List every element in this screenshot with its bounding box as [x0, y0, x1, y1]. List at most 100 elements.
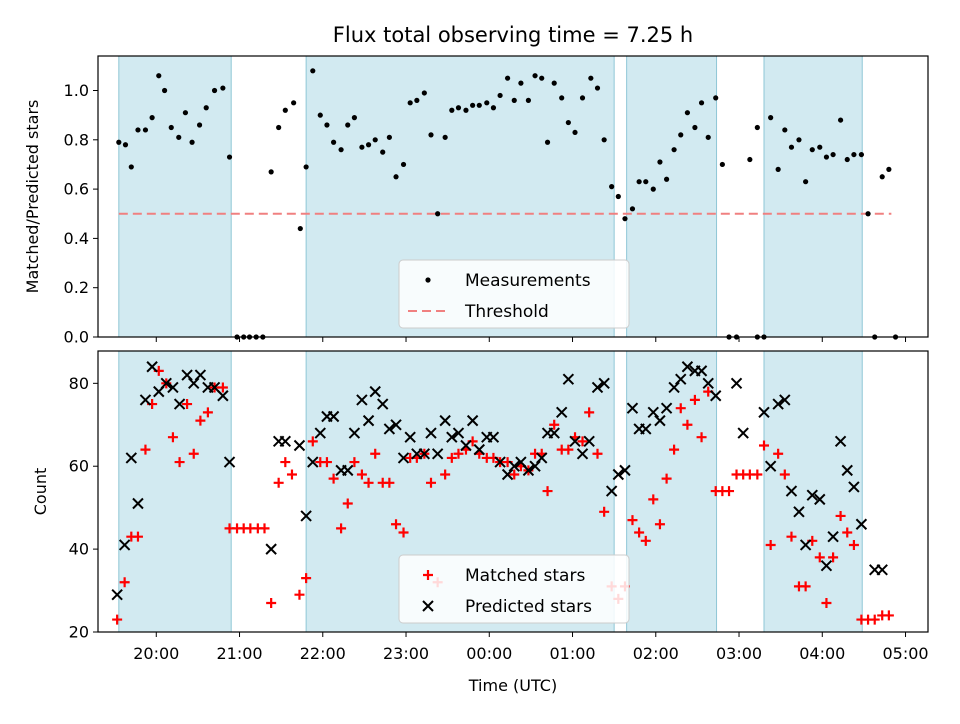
predicted-star-point	[834, 435, 847, 448]
measurement-point	[588, 75, 594, 81]
measurement-point	[525, 97, 532, 103]
measurement-point	[609, 184, 615, 190]
measurement-point	[303, 164, 309, 170]
x-tick-label: 20:00	[133, 644, 179, 663]
predicted-star-point	[605, 485, 618, 497]
measurement-point	[442, 134, 448, 140]
y-tick-label: 0.0	[64, 328, 89, 347]
predicted-star-point	[217, 390, 229, 402]
measurement-point	[291, 100, 297, 106]
measurement-point	[182, 110, 189, 116]
predicted-star-point	[404, 431, 416, 443]
measurement-point	[865, 211, 871, 217]
measurement-point	[650, 186, 656, 192]
predicted-star-point	[314, 427, 326, 439]
matched-star-point	[112, 614, 123, 625]
predicted-star-point	[160, 377, 172, 390]
measurement-point	[823, 154, 830, 160]
predicted-star-point	[695, 365, 708, 377]
measurement-point	[282, 107, 288, 113]
predicted-star-point	[139, 394, 152, 406]
predicted-star-point	[710, 390, 722, 402]
predicted-star-point	[390, 419, 402, 431]
predicted-star-point	[730, 377, 743, 390]
measurement-point	[128, 164, 134, 170]
matched-star-point	[453, 448, 464, 459]
measurement-point	[837, 117, 844, 123]
legend-marker-matched	[423, 570, 433, 580]
matched-star-point	[266, 597, 277, 608]
matched-star-point	[446, 452, 457, 463]
measurement-point	[211, 87, 218, 94]
predicted-star-point	[397, 452, 410, 464]
y-tick-label: 80	[69, 374, 89, 393]
predicted-star-point	[439, 414, 451, 427]
matched-star-point	[654, 519, 665, 530]
matched-star-point	[842, 527, 853, 538]
matched-star-point	[132, 531, 143, 542]
matched-star-point	[848, 539, 859, 550]
matched-star-point	[661, 473, 672, 484]
measurement-point	[497, 92, 503, 99]
matched-star-point	[140, 444, 151, 455]
measurement-point	[629, 206, 636, 212]
measurement-point	[449, 107, 455, 113]
measurement-point	[359, 144, 365, 150]
measurement-point	[116, 139, 122, 145]
measurement-point	[435, 211, 441, 217]
matched-star-point	[307, 436, 318, 447]
measurement-point	[713, 95, 719, 101]
measurement-point	[414, 97, 420, 103]
matched-star-point	[800, 581, 811, 592]
measurement-point	[698, 100, 705, 106]
predicted-star-point	[356, 394, 368, 406]
predicted-star-point	[342, 464, 354, 477]
matched-star-point	[328, 473, 339, 484]
measurement-point	[803, 179, 809, 185]
measurement-point	[122, 142, 129, 148]
matched-star-point	[384, 477, 395, 488]
matched-star-point	[592, 448, 603, 459]
predicted-star-point	[779, 394, 791, 406]
matched-star-point	[398, 527, 409, 538]
measurement-point	[168, 124, 174, 131]
matched-star-point	[509, 469, 520, 480]
matched-star-point	[758, 440, 769, 451]
measurement-point	[796, 137, 802, 143]
matched-star-point	[814, 552, 825, 563]
matched-star-point	[599, 506, 610, 517]
matched-star-point	[202, 407, 213, 418]
measurement-point	[176, 134, 182, 140]
measurement-point	[844, 156, 850, 163]
measurement-point	[601, 137, 607, 143]
x-tick-label: 03:00	[716, 644, 762, 663]
measurement-point	[782, 127, 788, 133]
matched-star-point	[195, 415, 206, 426]
measurement-point	[768, 115, 774, 121]
predicted-star-point	[522, 464, 535, 477]
matched-star-point	[217, 382, 228, 393]
matched-star-point	[682, 419, 693, 430]
measurement-point	[268, 169, 274, 175]
y-axis-label: Count	[31, 468, 50, 516]
predicted-star-point	[758, 406, 770, 419]
y-axis-label: Matched/Predicted stars	[23, 100, 42, 294]
measurement-point	[788, 144, 795, 150]
matched-star-point	[765, 539, 776, 550]
measurement-point	[511, 97, 517, 103]
measurement-point	[544, 139, 551, 145]
predicted-star-point	[591, 381, 604, 394]
predicted-star-point	[473, 443, 485, 456]
matched-star-point	[425, 477, 436, 488]
y-tick-label: 0.8	[64, 130, 89, 149]
measurement-point	[476, 102, 482, 108]
matched-star-point	[342, 498, 353, 509]
measurement-point	[532, 73, 538, 79]
axes-frame	[97, 350, 929, 633]
shaded-interval	[626, 350, 718, 633]
predicted-star-point	[841, 464, 853, 477]
predicted-star-point	[562, 373, 575, 385]
y-tick-label: 20	[69, 623, 89, 642]
matched-star-point	[182, 399, 193, 410]
predicted-star-point	[265, 543, 277, 555]
